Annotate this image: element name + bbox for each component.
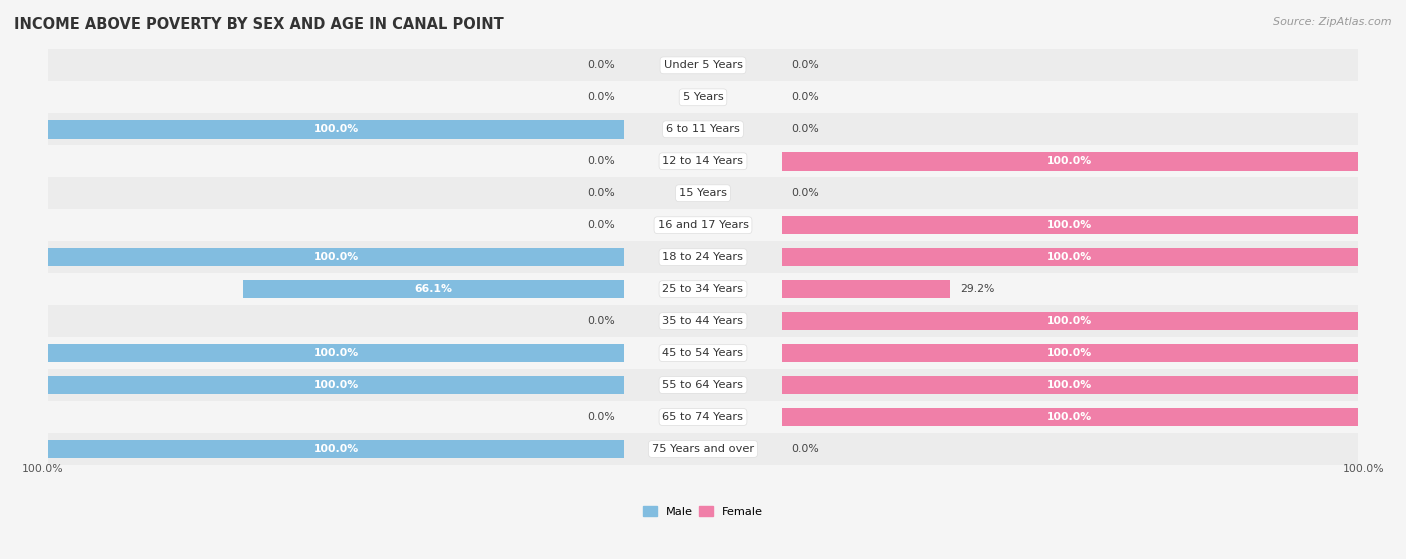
Text: 0.0%: 0.0% (792, 124, 820, 134)
Text: 100.0%: 100.0% (1047, 220, 1092, 230)
Text: 25 to 34 Years: 25 to 34 Years (662, 284, 744, 294)
Text: 100.0%: 100.0% (1047, 316, 1092, 326)
Text: Source: ZipAtlas.com: Source: ZipAtlas.com (1274, 17, 1392, 27)
Bar (782, 280, 950, 299)
Text: 75 Years and over: 75 Years and over (652, 444, 754, 454)
Text: 15 Years: 15 Years (679, 188, 727, 198)
Text: 0.0%: 0.0% (792, 188, 820, 198)
Text: 100.0%: 100.0% (1047, 412, 1092, 422)
Text: 100.0%: 100.0% (314, 444, 359, 454)
Text: 65 to 74 Years: 65 to 74 Years (662, 412, 744, 422)
Bar (48, 305, 1358, 337)
Bar (48, 273, 1358, 305)
Bar (48, 369, 1358, 401)
Text: 100.0%: 100.0% (1047, 380, 1092, 390)
Text: 45 to 54 Years: 45 to 54 Years (662, 348, 744, 358)
Bar (48, 120, 624, 139)
Text: 0.0%: 0.0% (586, 412, 614, 422)
Text: 55 to 64 Years: 55 to 64 Years (662, 380, 744, 390)
Bar (48, 113, 1358, 145)
Bar (48, 401, 1358, 433)
Text: 100.0%: 100.0% (1047, 348, 1092, 358)
Bar (243, 280, 624, 299)
Text: 100.0%: 100.0% (314, 252, 359, 262)
Text: Under 5 Years: Under 5 Years (664, 60, 742, 70)
Legend: Male, Female: Male, Female (638, 501, 768, 522)
Text: 18 to 24 Years: 18 to 24 Years (662, 252, 744, 262)
Bar (48, 81, 1358, 113)
Text: 0.0%: 0.0% (792, 92, 820, 102)
Bar (48, 440, 624, 458)
Text: 0.0%: 0.0% (586, 220, 614, 230)
Text: 100.0%: 100.0% (1343, 464, 1385, 474)
Bar (48, 241, 1358, 273)
Bar (782, 248, 1358, 267)
Bar (48, 248, 624, 267)
Text: 0.0%: 0.0% (586, 157, 614, 166)
Text: 100.0%: 100.0% (314, 124, 359, 134)
Bar (782, 376, 1358, 394)
Text: 0.0%: 0.0% (792, 60, 820, 70)
Bar (48, 49, 1358, 81)
Bar (48, 376, 624, 394)
Text: INCOME ABOVE POVERTY BY SEX AND AGE IN CANAL POINT: INCOME ABOVE POVERTY BY SEX AND AGE IN C… (14, 17, 503, 32)
Bar (782, 344, 1358, 362)
Text: 100.0%: 100.0% (314, 348, 359, 358)
Bar (782, 216, 1358, 234)
Text: 100.0%: 100.0% (1047, 157, 1092, 166)
Bar (48, 209, 1358, 241)
Text: 6 to 11 Years: 6 to 11 Years (666, 124, 740, 134)
Text: 100.0%: 100.0% (1047, 252, 1092, 262)
Bar (48, 337, 1358, 369)
Bar (48, 145, 1358, 177)
Bar (782, 312, 1358, 330)
Text: 5 Years: 5 Years (683, 92, 723, 102)
Text: 100.0%: 100.0% (314, 380, 359, 390)
Bar (48, 344, 624, 362)
Text: 0.0%: 0.0% (586, 60, 614, 70)
Text: 12 to 14 Years: 12 to 14 Years (662, 157, 744, 166)
Text: 35 to 44 Years: 35 to 44 Years (662, 316, 744, 326)
Text: 29.2%: 29.2% (960, 284, 994, 294)
Text: 0.0%: 0.0% (792, 444, 820, 454)
Bar (48, 177, 1358, 209)
Text: 16 and 17 Years: 16 and 17 Years (658, 220, 748, 230)
Bar (782, 408, 1358, 427)
Text: 0.0%: 0.0% (586, 92, 614, 102)
Text: 0.0%: 0.0% (586, 188, 614, 198)
Text: 0.0%: 0.0% (586, 316, 614, 326)
Text: 100.0%: 100.0% (21, 464, 63, 474)
Bar (782, 152, 1358, 170)
Bar (48, 433, 1358, 465)
Text: 66.1%: 66.1% (415, 284, 453, 294)
